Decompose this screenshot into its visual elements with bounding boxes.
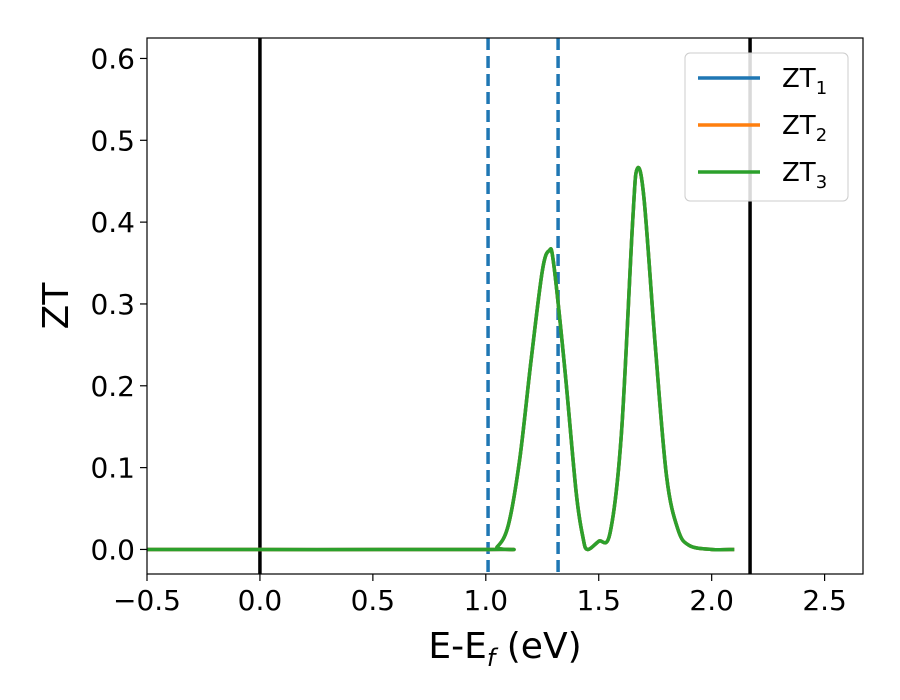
- vertical-reference-lines: [258, 38, 752, 574]
- x-tick-label: 0.5: [351, 584, 396, 617]
- legend-label-zt2: ZT2: [782, 111, 827, 146]
- y-tick-label: 0.0: [90, 533, 135, 566]
- x-tick-label: 0.0: [238, 584, 283, 617]
- x-axis-ticks: −0.5 0.0 0.5 1.0 1.5 2.0 2.5: [113, 574, 847, 617]
- x-axis-label-main: E-E: [428, 626, 486, 667]
- x-tick-label: 1.0: [464, 584, 509, 617]
- legend-label-zt3: ZT3: [782, 158, 827, 193]
- series-line-zt3: [146, 165, 735, 552]
- x-tick-label: 2.0: [689, 584, 734, 617]
- x-tick-label: −0.5: [113, 584, 181, 617]
- legend-label-zt1: ZT1: [782, 64, 827, 99]
- legend-box: [684, 52, 849, 202]
- y-tick-label: 0.5: [90, 124, 135, 157]
- y-tick-label: 0.1: [90, 452, 135, 485]
- y-axis-label: ZT: [36, 282, 77, 330]
- x-tick-label: 2.5: [802, 584, 847, 617]
- x-tick-label: 1.5: [576, 584, 621, 617]
- y-tick-label: 0.2: [90, 370, 135, 403]
- y-tick-label: 0.4: [90, 206, 135, 239]
- x-axis-label: E-Ef (eV): [428, 626, 581, 672]
- plot-frame: [146, 37, 864, 575]
- x-axis-label-suffix: (eV): [495, 626, 581, 667]
- y-tick-label: 0.3: [90, 288, 135, 321]
- y-axis-ticks: 0.0 0.1 0.2 0.3 0.4 0.5 0.6: [90, 42, 147, 566]
- legend: ZT1 ZT2 ZT3: [684, 52, 849, 202]
- legend-items: ZT1 ZT2 ZT3: [698, 64, 827, 193]
- y-tick-label: 0.6: [90, 42, 135, 75]
- series-lines: [146, 165, 735, 552]
